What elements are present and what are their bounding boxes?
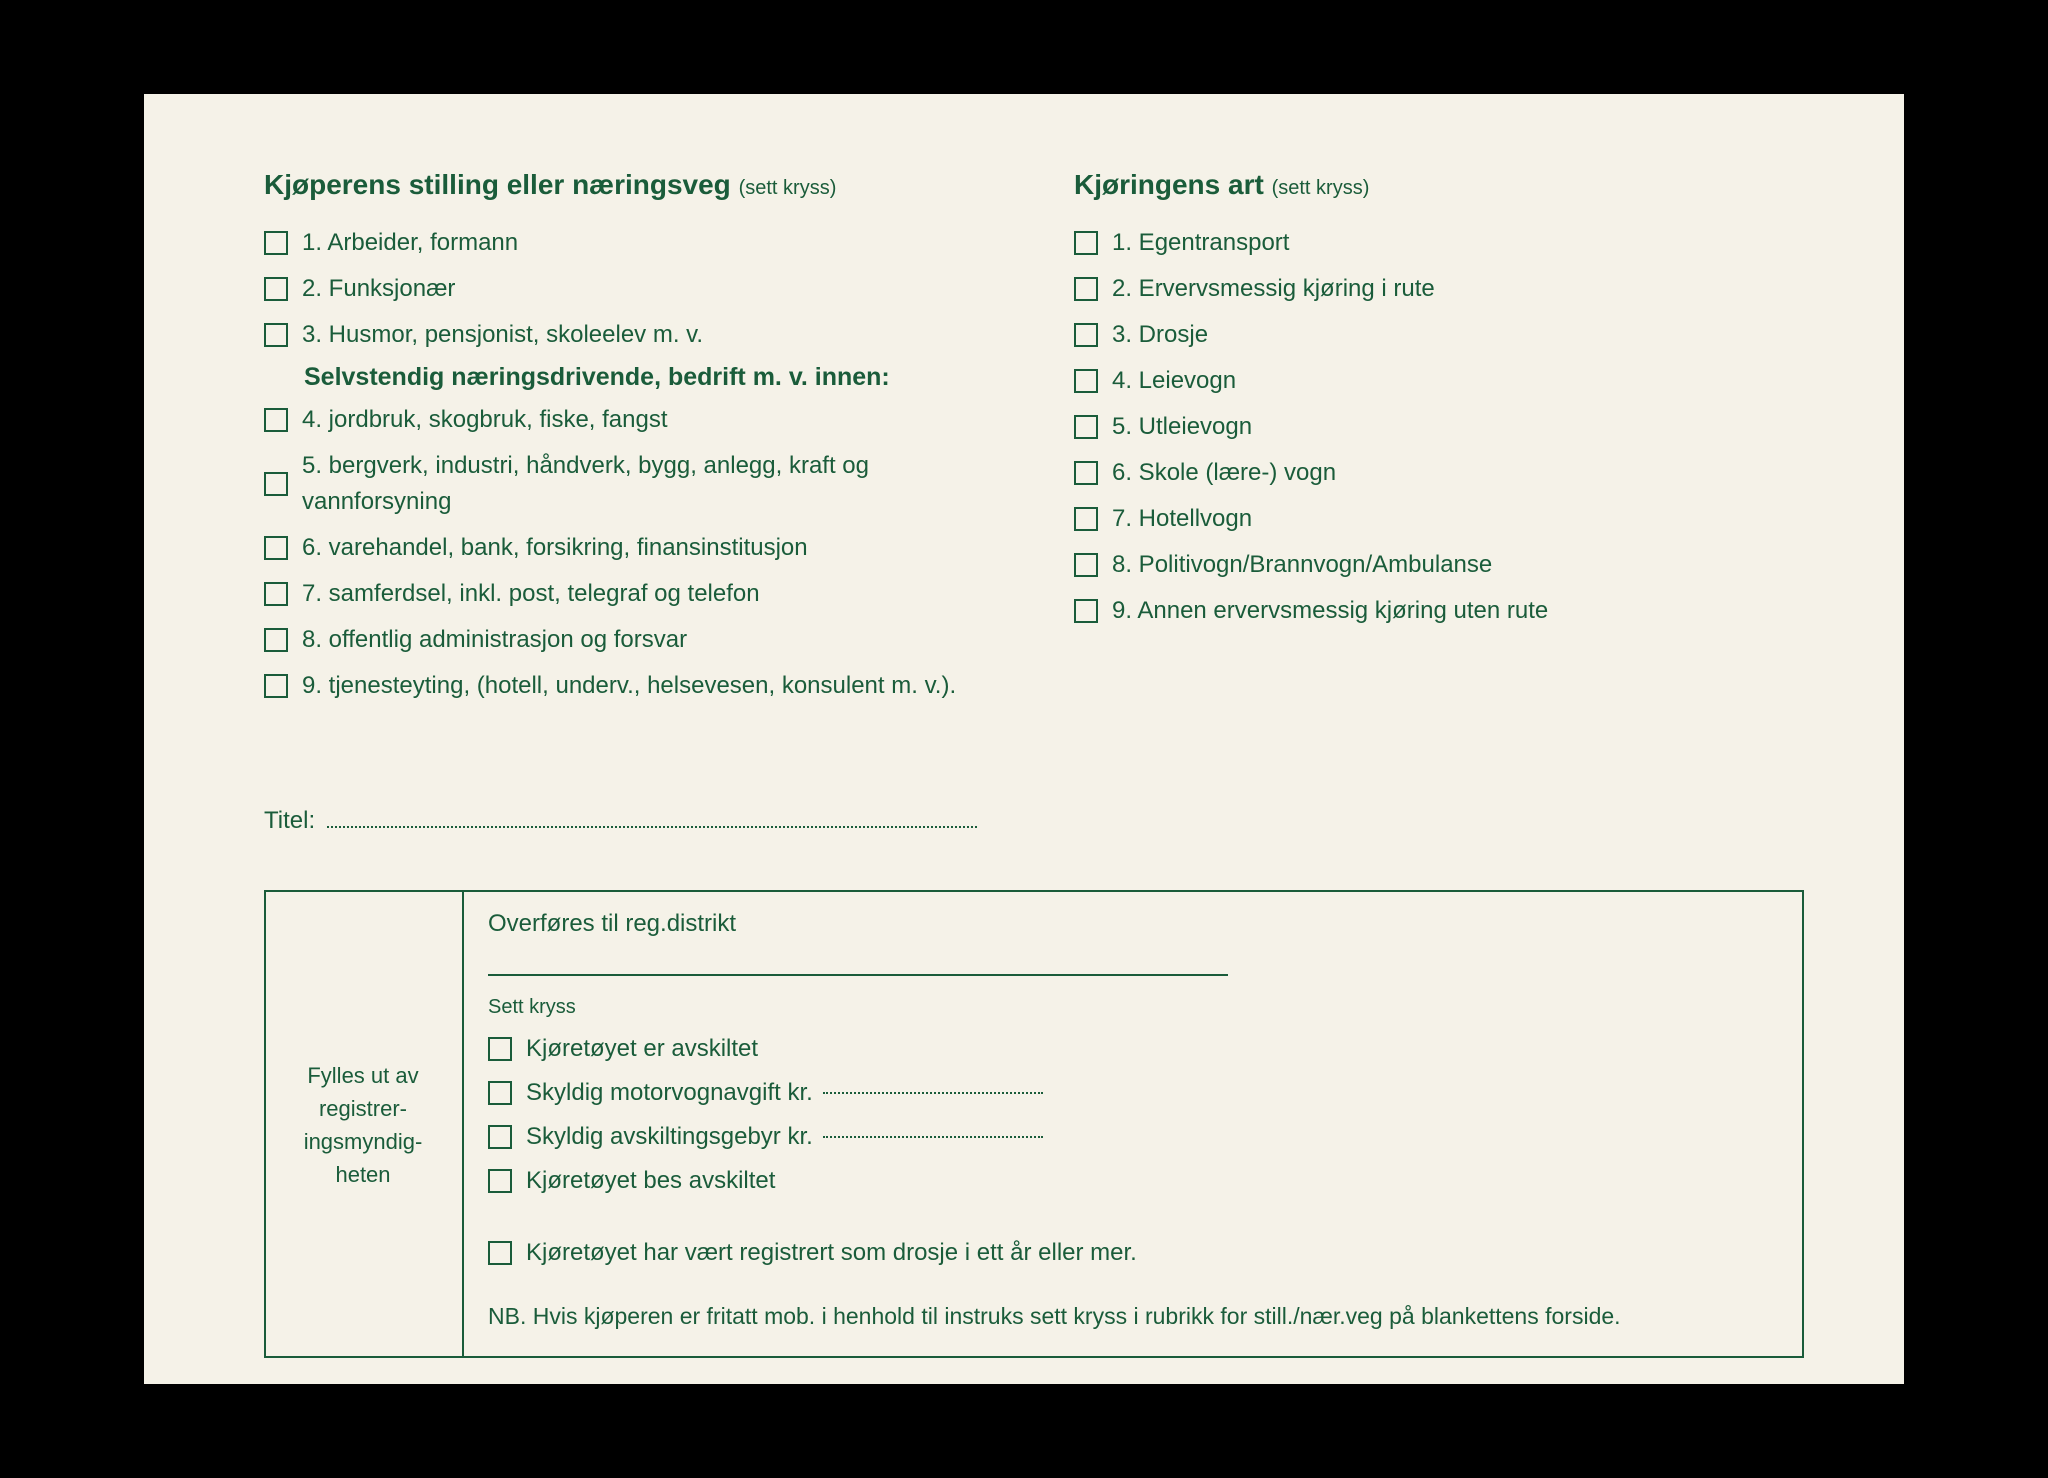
list-item: Skyldig avskiltingsgebyr kr. [488, 1119, 1772, 1155]
left-checklist-b: 4. jordbruk, skogbruk, fiske, fangst 5. … [264, 402, 994, 704]
list-item: 1. Arbeider, formann [264, 225, 994, 261]
item-label: 2. Ervervsmessig kjøring i rute [1112, 271, 1435, 307]
item-label: 7. samferdsel, inkl. post, telegraf og t… [302, 576, 760, 612]
amount-input-line[interactable] [823, 1136, 1043, 1138]
item-label: 2. Funksjonær [302, 271, 455, 307]
checkbox-icon[interactable] [1074, 507, 1098, 531]
item-label: 1. Arbeider, formann [302, 225, 518, 261]
checkbox-icon[interactable] [264, 231, 288, 255]
list-item: 8. offentlig administrasjon og forsvar [264, 622, 994, 658]
columns-container: Kjøperens stilling eller næringsveg (set… [264, 169, 1804, 714]
transfer-input-line[interactable] [488, 974, 1228, 976]
list-item: 8. Politivogn/Brannvogn/Ambulanse [1074, 547, 1804, 583]
item-label: 7. Hotellvogn [1112, 501, 1252, 537]
checkbox-icon[interactable] [264, 674, 288, 698]
checkbox-icon[interactable] [264, 408, 288, 432]
left-checklist-a: 1. Arbeider, formann 2. Funksjonær 3. Hu… [264, 225, 994, 353]
checkbox-icon[interactable] [1074, 553, 1098, 577]
list-item: 1. Egentransport [1074, 225, 1804, 261]
checkbox-icon[interactable] [1074, 277, 1098, 301]
item-label: Skyldig motorvognavgift kr. [526, 1075, 813, 1111]
list-item: 5. bergverk, industri, håndverk, bygg, a… [264, 448, 994, 520]
list-item: 7. Hotellvogn [1074, 501, 1804, 537]
titel-row: Titel: [264, 804, 1804, 835]
list-item: 9. Annen ervervsmessig kjøring uten rute [1074, 593, 1804, 629]
checkbox-icon[interactable] [488, 1037, 512, 1061]
item-label: 5. Utleievogn [1112, 409, 1252, 445]
list-item: 2. Funksjonær [264, 271, 994, 307]
left-column: Kjøperens stilling eller næringsveg (set… [264, 169, 994, 714]
item-label: 6. varehandel, bank, forsikring, finansi… [302, 530, 808, 566]
item-label: 3. Husmor, pensjonist, skoleelev m. v. [302, 317, 703, 353]
checkbox-icon[interactable] [1074, 231, 1098, 255]
list-item: 2. Ervervsmessig kjøring i rute [1074, 271, 1804, 307]
right-title-hint: (sett kryss) [1272, 177, 1370, 199]
authority-box: Fylles ut av registrer-ingsmyndig-heten … [264, 890, 1804, 1358]
box-content: Overføres til reg.distrikt Sett kryss Kj… [464, 892, 1802, 1358]
item-label: 1. Egentransport [1112, 225, 1289, 261]
right-checklist: 1. Egentransport 2. Ervervsmessig kjørin… [1074, 225, 1804, 629]
list-item: Skyldig motorvognavgift kr. [488, 1075, 1772, 1111]
item-label: Kjøretøyet er avskiltet [526, 1031, 758, 1067]
checkbox-icon[interactable] [1074, 599, 1098, 623]
titel-label: Titel: [264, 807, 315, 835]
nb-note: NB. Hvis kjøperen er fritatt mob. i henh… [488, 1303, 1772, 1330]
left-section-title: Kjøperens stilling eller næringsveg (set… [264, 169, 994, 201]
spacer [488, 1207, 1772, 1235]
list-item: 3. Husmor, pensjonist, skoleelev m. v. [264, 317, 994, 353]
item-label: 6. Skole (lære-) vogn [1112, 455, 1336, 491]
item-label: 9. tjenesteyting, (hotell, underv., hels… [302, 668, 956, 704]
checkbox-icon[interactable] [264, 582, 288, 606]
checkbox-icon[interactable] [1074, 461, 1098, 485]
list-item: Kjøretøyet er avskiltet [488, 1031, 1772, 1067]
list-item: 7. samferdsel, inkl. post, telegraf og t… [264, 576, 994, 612]
right-section-title: Kjøringens art (sett kryss) [1074, 169, 1804, 201]
item-label: 3. Drosje [1112, 317, 1208, 353]
right-column: Kjøringens art (sett kryss) 1. Egentrans… [1074, 169, 1804, 714]
checkbox-icon[interactable] [1074, 369, 1098, 393]
form-paper: Kjøperens stilling eller næringsveg (set… [144, 94, 1904, 1384]
box-checklist-extra: Kjøretøyet har vært registrert som drosj… [488, 1235, 1772, 1271]
item-label: 4. jordbruk, skogbruk, fiske, fangst [302, 402, 668, 438]
checkbox-icon[interactable] [264, 536, 288, 560]
list-item: Kjøretøyet bes avskiltet [488, 1163, 1772, 1199]
item-label: 4. Leievogn [1112, 363, 1236, 399]
box-checklist: Kjøretøyet er avskiltet Skyldig motorvog… [488, 1031, 1772, 1199]
checkbox-icon[interactable] [264, 277, 288, 301]
list-item: 6. varehandel, bank, forsikring, finansi… [264, 530, 994, 566]
list-item: 9. tjenesteyting, (hotell, underv., hels… [264, 668, 994, 704]
item-label: Kjøretøyet har vært registrert som drosj… [526, 1235, 1137, 1271]
list-item: 6. Skole (lære-) vogn [1074, 455, 1804, 491]
checkbox-icon[interactable] [488, 1169, 512, 1193]
checkbox-icon[interactable] [264, 628, 288, 652]
checkbox-icon[interactable] [488, 1241, 512, 1265]
transfer-label: Overføres til reg.distrikt [488, 910, 1772, 938]
side-label: Fylles ut av registrer-ingsmyndig-heten [264, 892, 464, 1358]
item-label: 5. bergverk, industri, håndverk, bygg, a… [302, 448, 994, 520]
amount-input-line[interactable] [823, 1092, 1043, 1094]
right-title-text: Kjøringens art [1074, 169, 1264, 200]
left-subheading: Selvstendig næringsdrivende, bedrift m. … [304, 363, 994, 392]
list-item: 3. Drosje [1074, 317, 1804, 353]
checkbox-icon[interactable] [1074, 323, 1098, 347]
item-label: Kjøretøyet bes avskiltet [526, 1163, 775, 1199]
left-title-text: Kjøperens stilling eller næringsveg [264, 169, 731, 200]
item-label: 9. Annen ervervsmessig kjøring uten rute [1112, 593, 1548, 629]
left-title-hint: (sett kryss) [739, 177, 837, 199]
item-label: 8. offentlig administrasjon og forsvar [302, 622, 687, 658]
checkbox-icon[interactable] [1074, 415, 1098, 439]
titel-input-line[interactable] [327, 804, 977, 828]
checkbox-icon[interactable] [488, 1081, 512, 1105]
item-label: 8. Politivogn/Brannvogn/Ambulanse [1112, 547, 1492, 583]
list-item: Kjøretøyet har vært registrert som drosj… [488, 1235, 1772, 1271]
list-item: 4. jordbruk, skogbruk, fiske, fangst [264, 402, 994, 438]
checkbox-icon[interactable] [264, 472, 288, 496]
checkbox-icon[interactable] [488, 1125, 512, 1149]
list-item: 4. Leievogn [1074, 363, 1804, 399]
checkbox-icon[interactable] [264, 323, 288, 347]
item-label: Skyldig avskiltingsgebyr kr. [526, 1119, 813, 1155]
list-item: 5. Utleievogn [1074, 409, 1804, 445]
sett-kryss-label: Sett kryss [488, 996, 1772, 1019]
